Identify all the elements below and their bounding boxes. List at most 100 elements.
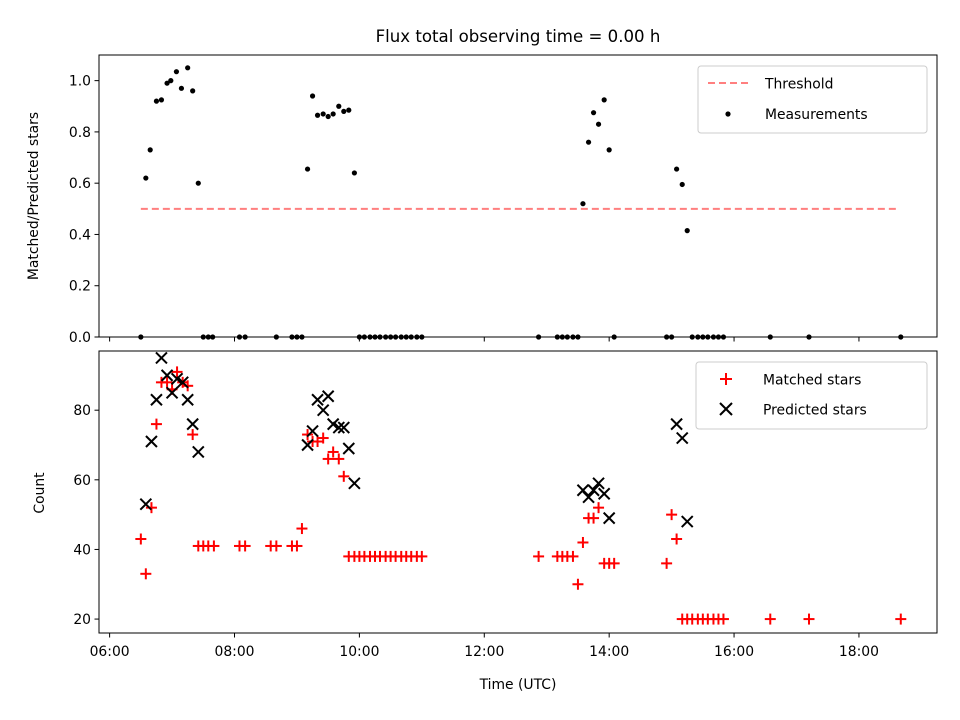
matched-star-point bbox=[895, 613, 907, 625]
predicted-star-point bbox=[306, 424, 319, 438]
measurement-point bbox=[314, 112, 321, 118]
measurement-point bbox=[341, 108, 347, 114]
top-panel: 0.0 0.2 0.4 0.6 0.8 1.0 Matched/Predicted sta… bbox=[26, 54, 938, 346]
predicted-star-point bbox=[181, 393, 194, 406]
bottom-ytick-label: 20 bbox=[73, 612, 91, 628]
predicted-star-point bbox=[321, 390, 335, 403]
matched-star-point bbox=[764, 613, 776, 625]
bottom-y-axis-ticks: 20 40 60 80 bbox=[73, 403, 99, 628]
predicted-star-point bbox=[150, 393, 163, 406]
matched-star-point bbox=[291, 540, 303, 552]
predicted-star-point bbox=[587, 484, 600, 497]
legend-measurements-label: Measurements bbox=[765, 107, 868, 123]
matched-star-point bbox=[608, 557, 620, 569]
matched-star-point bbox=[671, 533, 683, 545]
matched-star-point bbox=[567, 550, 579, 562]
predicted-star-point bbox=[337, 421, 350, 434]
matched-star-point bbox=[327, 446, 339, 458]
bottom-xtick-label: 08:00 bbox=[214, 644, 254, 660]
measurement-point bbox=[679, 181, 685, 188]
bottom-legend: Matched stars Predicted stars bbox=[695, 361, 928, 430]
bottom-ytick-label: 80 bbox=[73, 403, 91, 419]
matched-star-point bbox=[803, 613, 815, 625]
measurement-point bbox=[168, 78, 174, 84]
measurement-point bbox=[309, 93, 316, 99]
matched-star-point bbox=[416, 550, 428, 562]
matched-star-point bbox=[208, 540, 220, 552]
bottom-ytick-label: 60 bbox=[73, 473, 91, 489]
measurement-point bbox=[330, 111, 336, 117]
predicted-star-point bbox=[592, 477, 605, 490]
legend-predicted-label: Predicted stars bbox=[763, 403, 867, 419]
legend-matched-marker bbox=[720, 373, 732, 385]
matched-star-point bbox=[322, 453, 334, 465]
top-ytick-label: 0.2 bbox=[69, 279, 91, 295]
matched-star-point bbox=[140, 568, 152, 580]
bottom-xtick-label: 06:00 bbox=[90, 644, 130, 660]
predicted-star-point bbox=[326, 417, 340, 431]
predicted-star-point bbox=[165, 386, 179, 399]
matched-star-point bbox=[270, 540, 282, 552]
matched-star-point bbox=[317, 432, 329, 444]
measurement-point bbox=[674, 166, 680, 172]
matched-star-point bbox=[577, 536, 589, 548]
bottom-legend-box bbox=[695, 361, 928, 430]
measurement-point bbox=[304, 166, 311, 172]
measurement-point bbox=[601, 97, 607, 103]
matched-star-point bbox=[296, 523, 308, 535]
predicted-star-point bbox=[170, 372, 184, 386]
measurement-point bbox=[143, 175, 149, 181]
x-axis-label: Time (UTC) bbox=[479, 677, 557, 693]
matched-star-point bbox=[135, 533, 147, 545]
predicted-star-point bbox=[332, 421, 345, 434]
matched-star-point bbox=[150, 418, 162, 430]
measurement-point bbox=[173, 69, 180, 75]
top-ytick-label: 0.0 bbox=[69, 330, 91, 346]
bottom-x-axis-ticks: 06:00 08:00 10:00 12:00 14:00 16:00 18:00 bbox=[90, 633, 879, 660]
measurement-point bbox=[580, 201, 586, 207]
top-y-axis-label: Matched/Predicted stars bbox=[26, 112, 42, 280]
matched-star-point bbox=[302, 429, 314, 441]
matched-star-point bbox=[239, 540, 251, 552]
measurement-point bbox=[320, 111, 326, 117]
measurement-point bbox=[147, 147, 153, 153]
predicted-star-point bbox=[342, 442, 355, 455]
measurement-point bbox=[351, 170, 357, 176]
top-ytick-label: 0.4 bbox=[69, 227, 91, 243]
matched-star-point bbox=[533, 550, 545, 562]
predicted-star-point bbox=[192, 445, 205, 459]
predicted-star-point bbox=[176, 376, 189, 389]
measurement-point bbox=[153, 98, 160, 104]
measurement-point bbox=[195, 180, 201, 186]
matched-star-point bbox=[338, 470, 350, 482]
top-ytick-label: 1.0 bbox=[69, 74, 91, 90]
predicted-star-point bbox=[186, 417, 199, 431]
predicted-star-point bbox=[139, 497, 153, 511]
matched-star-point bbox=[161, 376, 173, 388]
bottom-ytick-label: 40 bbox=[73, 542, 91, 558]
legend-measurements-marker bbox=[725, 111, 731, 117]
predicted-star-point bbox=[155, 351, 168, 365]
measurement-point bbox=[684, 228, 690, 234]
predicted-star-point bbox=[348, 477, 361, 490]
matched-star-point bbox=[572, 578, 584, 590]
legend-matched-label: Matched stars bbox=[763, 373, 861, 389]
matched-star-point bbox=[593, 502, 605, 514]
bottom-plot-marks bbox=[135, 351, 907, 625]
predicted-star-point bbox=[160, 369, 174, 382]
measurement-point bbox=[178, 85, 185, 91]
chart-title: Flux total observing time = 0.00 h bbox=[376, 27, 661, 46]
predicted-star-point bbox=[582, 491, 595, 504]
series-matched-stars bbox=[135, 366, 907, 625]
predicted-star-point bbox=[316, 403, 330, 417]
predicted-star-point bbox=[676, 431, 689, 445]
legend-predicted-marker bbox=[719, 402, 733, 416]
top-ytick-label: 0.8 bbox=[69, 125, 91, 141]
top-axes-frame bbox=[98, 54, 938, 338]
legend-threshold-label: Threshold bbox=[764, 77, 833, 93]
matched-star-point bbox=[312, 436, 324, 448]
bottom-axes-frame bbox=[98, 350, 938, 634]
measurement-point bbox=[590, 110, 597, 116]
predicted-star-point bbox=[597, 487, 611, 500]
matched-star-point bbox=[182, 380, 194, 392]
